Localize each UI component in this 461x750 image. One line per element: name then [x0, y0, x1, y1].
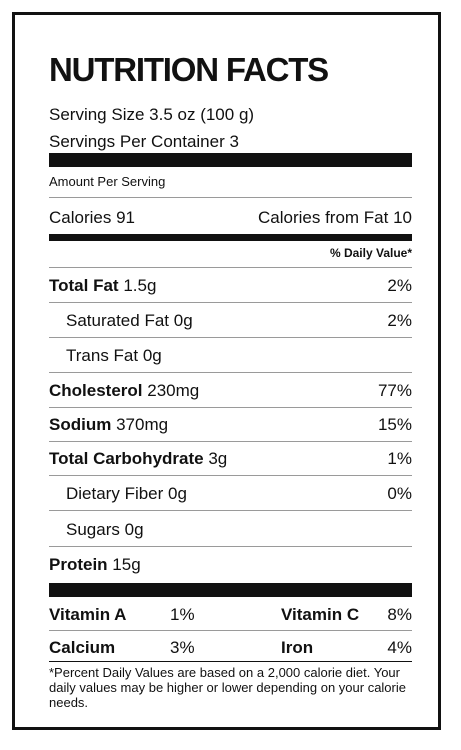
vitamin-c-dv: 8% [387, 605, 412, 624]
divider [49, 630, 412, 631]
nutrient-name: Saturated Fat [66, 311, 170, 330]
vitamin-a-dv: 1% [170, 605, 195, 624]
iron-label: Iron [281, 638, 314, 657]
nutrient-amount: 0g [173, 311, 193, 330]
divider [49, 661, 412, 662]
nutrient-name: Sodium [49, 415, 112, 434]
nutrient-amount: 0g [124, 520, 144, 539]
nutrient-row-total-fat: Total Fat 1.5g 2% [49, 276, 412, 296]
divider [49, 510, 412, 511]
nutrient-row-trans-fat: Trans Fat 0g [49, 346, 412, 366]
nutrient-row-protein: Protein 15g [49, 555, 412, 575]
calcium-label: Calcium [49, 638, 116, 657]
vitamin-a-label: Vitamin A [49, 605, 127, 624]
vitamin-c-label: Vitamin C [281, 605, 360, 624]
nutrient-dv: 1% [387, 449, 412, 468]
calcium-dv: 3% [170, 638, 195, 657]
calories-from-fat: Calories from Fat 10 [258, 208, 412, 227]
divider [49, 197, 412, 198]
divider [49, 372, 412, 373]
thick-divider [49, 583, 412, 597]
nutrition-label: NUTRITION FACTS Serving Size 3.5 oz (100… [12, 12, 441, 730]
nutrient-amount: 3g [208, 449, 228, 468]
nutrient-name: Sugars [66, 520, 120, 539]
daily-value-header-row: % Daily Value* [49, 243, 412, 263]
nutrient-row-sodium: Sodium 370mg 15% [49, 415, 412, 435]
thick-divider [49, 153, 412, 167]
nutrient-amount: 1.5g [123, 276, 157, 295]
nutrient-name: Dietary Fiber [66, 484, 164, 503]
divider [49, 337, 412, 338]
nutrient-row-sugars: Sugars 0g [49, 520, 412, 540]
divider [49, 407, 412, 408]
nutrient-name: Trans Fat [66, 346, 139, 365]
footnote: *Percent Daily Values are based on a 2,0… [49, 665, 406, 710]
nutrient-name: Total Fat [49, 276, 119, 295]
label-title: NUTRITION FACTS [49, 51, 329, 88]
nutrient-row-cholesterol: Cholesterol 230mg 77% [49, 381, 412, 401]
iron-dv: 4% [387, 638, 412, 657]
nutrient-row-total-carbohydrate: Total Carbohydrate 3g 1% [49, 449, 412, 469]
calories: Calories 91 [49, 208, 135, 227]
serving-size: Serving Size 3.5 oz (100 g) [49, 105, 255, 124]
calories-row: Calories 91 Calories from Fat 10 [49, 208, 412, 228]
nutrient-name: Protein [49, 555, 108, 574]
nutrient-amount: 0g [142, 346, 162, 365]
divider [49, 302, 412, 303]
nutrient-row-saturated-fat: Saturated Fat 0g 2% [49, 311, 412, 331]
nutrient-dv: 2% [387, 276, 412, 295]
nutrient-dv: 0% [387, 484, 412, 503]
divider [49, 441, 412, 442]
nutrient-dv: 77% [377, 381, 412, 400]
nutrient-name: Cholesterol [49, 381, 143, 400]
amount-per-serving: Amount Per Serving [49, 174, 166, 189]
divider [49, 546, 412, 547]
nutrient-amount: 0g [168, 484, 187, 503]
divider [49, 475, 412, 476]
daily-value-header: % Daily Value* [329, 246, 412, 260]
servings-per-container: Servings Per Container 3 [49, 132, 239, 151]
nutrient-amount: 230mg [147, 381, 200, 400]
divider [49, 267, 412, 268]
nutrient-dv: 2% [387, 311, 412, 330]
nutrient-amount: 370mg [116, 415, 169, 434]
nutrient-dv: 15% [377, 415, 412, 434]
nutrient-amount: 15g [112, 555, 141, 574]
nutrient-row-dietary-fiber: Dietary Fiber 0g 0% [49, 484, 412, 504]
nutrient-name: Total Carbohydrate [49, 449, 204, 468]
medium-divider [49, 234, 412, 241]
